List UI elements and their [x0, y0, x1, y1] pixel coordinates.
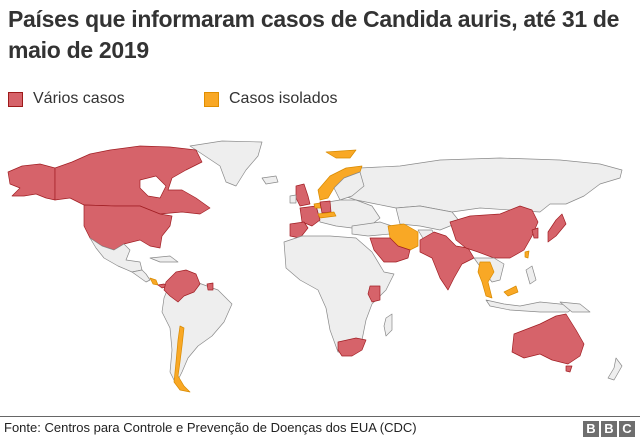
region-uk: [295, 183, 311, 207]
region-china: [449, 205, 539, 259]
bbc-logo: B B C: [583, 421, 635, 437]
region-kenya: [367, 285, 381, 303]
source-note: Fonte: Centros para Controle e Prevenção…: [4, 420, 417, 435]
region-south-africa: [337, 337, 367, 357]
bbc-logo-letter: B: [583, 421, 599, 437]
region-malaysia-borneo: [503, 285, 519, 297]
footer-divider: [0, 416, 640, 417]
region-greenland: [189, 140, 263, 187]
bbc-logo-letter: C: [619, 421, 635, 437]
region-korea: [531, 227, 539, 239]
region-chile: [173, 325, 191, 393]
region-belgium: [313, 202, 322, 209]
region-europe: [315, 199, 381, 229]
region-france: [299, 205, 321, 227]
region-indonesia: [485, 299, 577, 313]
legend-item-isolated-cases: Casos isolados: [204, 90, 338, 108]
region-africa: [283, 235, 395, 353]
region-madagascar: [383, 313, 393, 337]
region-philippines: [525, 265, 537, 285]
region-central-america: [131, 269, 151, 283]
region-french-guiana: [206, 282, 214, 291]
region-tasmania: [565, 365, 573, 373]
region-thailand: [477, 261, 495, 299]
region-austria-switzerland: [317, 211, 337, 219]
region-taiwan: [524, 250, 530, 259]
region-svalbard: [325, 149, 357, 159]
region-spain: [289, 221, 309, 239]
region-germany: [319, 200, 332, 214]
region-alaska: [7, 163, 56, 201]
bbc-logo-letter: B: [601, 421, 617, 437]
legend-label-multiple: Vários casos: [33, 90, 125, 107]
region-costa-rica: [149, 277, 159, 286]
region-russia: [335, 157, 623, 213]
world-map: [7, 140, 623, 393]
chart-title: Países que informaram casos de Candida a…: [8, 6, 620, 63]
legend-swatch-isolated: [204, 91, 219, 107]
region-ireland: [289, 194, 297, 204]
legend-swatch-multiple: [8, 91, 23, 107]
region-australia: [511, 313, 585, 365]
region-pakistan-india: [419, 231, 475, 291]
region-saudi-gulf: [369, 237, 411, 263]
region-canada: [54, 145, 211, 215]
region-colombia-venezuela: [163, 269, 201, 303]
region-japan: [547, 213, 567, 243]
region-mexico: [89, 237, 143, 273]
legend-label-isolated: Casos isolados: [229, 90, 338, 107]
legend-item-multiple-cases: Vários casos: [8, 90, 125, 108]
region-new-zealand: [607, 357, 623, 381]
